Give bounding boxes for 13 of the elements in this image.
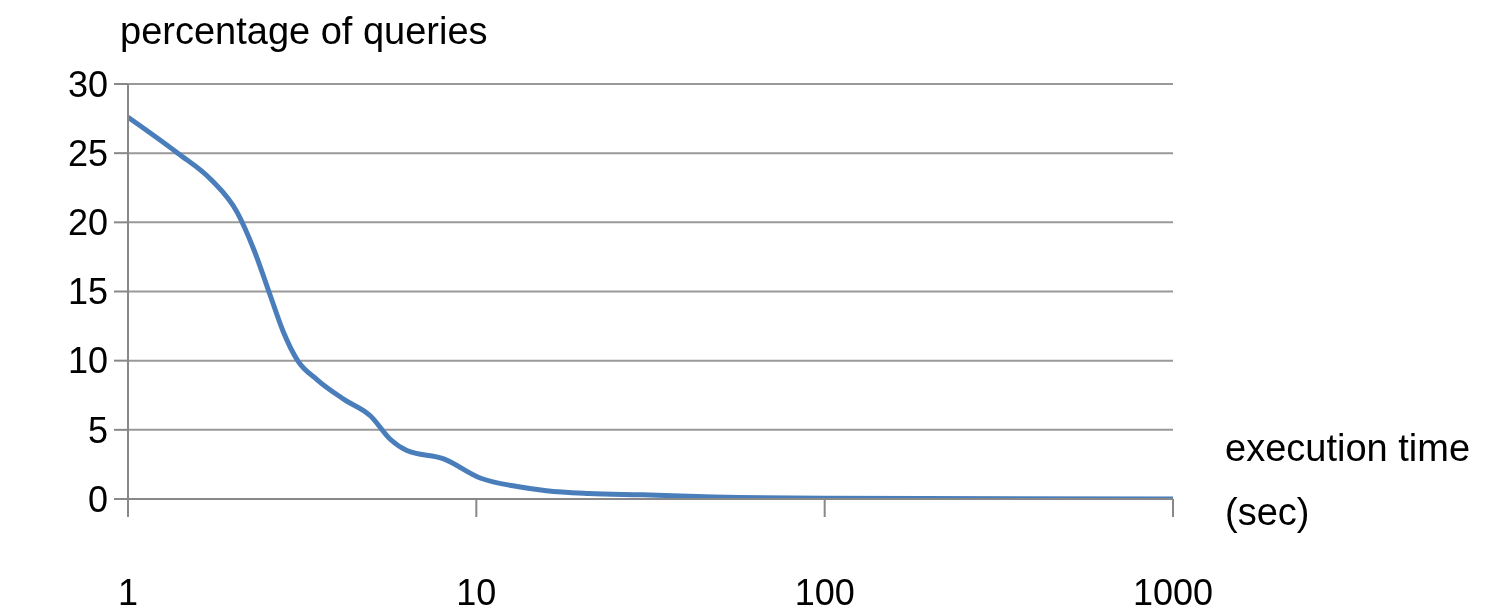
y-tick-label: 10 [67, 340, 108, 382]
y-tick-label: 30 [67, 63, 108, 105]
y-axis-title: percentage of queries [120, 10, 488, 53]
y-tick-label: 15 [67, 271, 108, 313]
y-tick-label: 25 [67, 132, 108, 174]
x-tick-label: 10 [456, 571, 497, 613]
x-tick-label: 1 [117, 571, 139, 613]
y-tick-label: 20 [67, 202, 108, 244]
y-tick-label: 0 [87, 478, 108, 520]
y-tick-label: 5 [87, 409, 108, 451]
x-axis-title: execution time (sec) [1225, 426, 1471, 535]
x-tick-label: 1000 [1132, 571, 1214, 613]
x-tick-label: 100 [794, 571, 855, 613]
